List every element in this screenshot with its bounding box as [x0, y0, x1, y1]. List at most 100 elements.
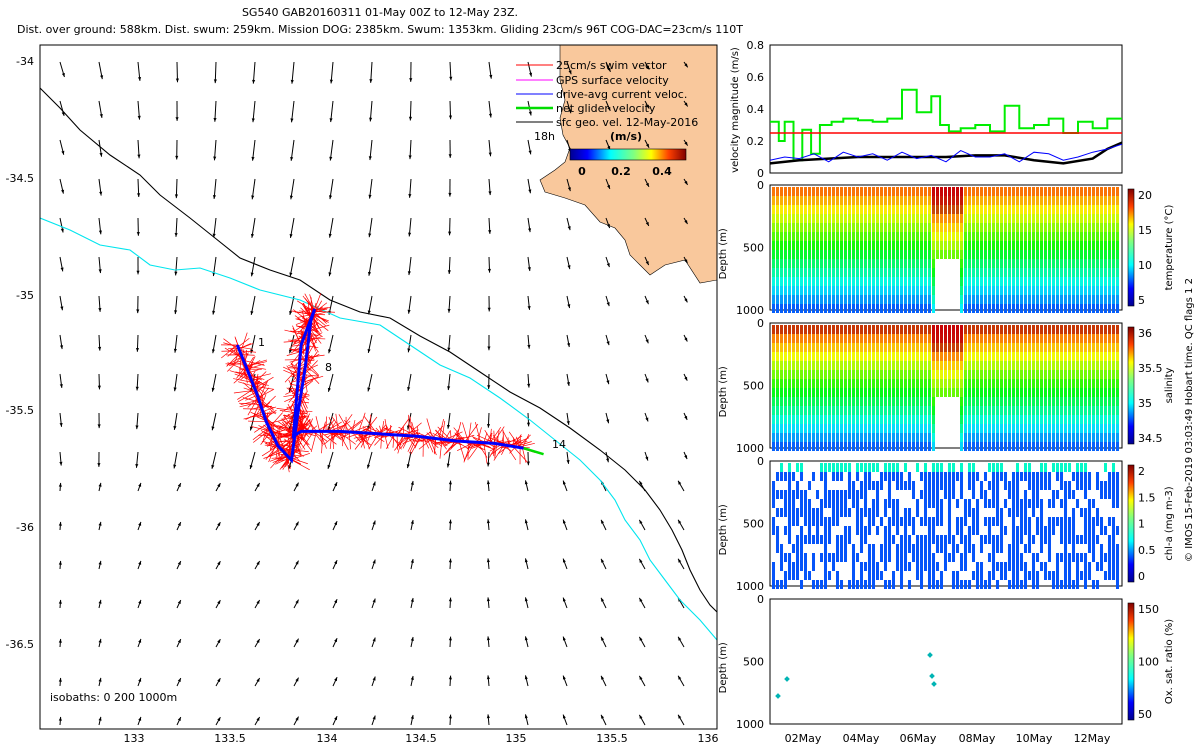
profile-sample [1108, 544, 1111, 553]
profile-sample [892, 517, 895, 526]
profile-sample [792, 277, 795, 286]
profile-sample [952, 481, 955, 490]
profile-sample [992, 286, 995, 295]
profile-sample [952, 535, 955, 544]
profile-sample [816, 397, 819, 406]
profile-sample [884, 214, 887, 223]
profile-sample [896, 526, 899, 535]
profile-sample [824, 334, 827, 343]
profile-sample [792, 334, 795, 343]
profile-sample [1108, 397, 1111, 406]
profile-sample [832, 472, 835, 481]
profile-sample [828, 463, 831, 472]
profile-sample [784, 370, 787, 379]
profile-sample [856, 259, 859, 268]
profile-sample [1104, 268, 1107, 277]
profile-sample [824, 295, 827, 304]
profile-sample [820, 535, 823, 544]
profile-sample [1088, 424, 1091, 433]
profile-sample [1064, 388, 1067, 397]
profile-sample [920, 205, 923, 214]
profile-sample [1108, 415, 1111, 424]
profile-sample [884, 472, 887, 481]
profile-sample [796, 352, 799, 361]
profile-sample [1116, 295, 1119, 304]
profile-sample [1076, 295, 1079, 304]
profile-sample [832, 277, 835, 286]
profile-sample [1044, 415, 1047, 424]
profile-sample [784, 397, 787, 406]
profile-sample [1012, 433, 1015, 442]
profile-sample [892, 352, 895, 361]
profile-sample [808, 361, 811, 370]
profile-sample [888, 205, 891, 214]
profile-sample [984, 406, 987, 415]
profile-sample [1020, 250, 1023, 259]
profile-sample [916, 286, 919, 295]
profile-sample [804, 214, 807, 223]
profile-sample [956, 250, 959, 259]
profile-sample [776, 304, 779, 313]
profile-sample [964, 277, 967, 286]
profile-sample [1088, 388, 1091, 397]
profile-sample [1088, 268, 1091, 277]
profile-sample [1116, 553, 1119, 562]
profile-sample [1112, 295, 1115, 304]
profile-sample [904, 343, 907, 352]
profile-sample [1040, 352, 1043, 361]
profile-sample [812, 334, 815, 343]
profile-sample [1072, 379, 1075, 388]
profile-sample [1044, 259, 1047, 268]
profile-sample [1104, 232, 1107, 241]
profile-sample [924, 304, 927, 313]
profile-sample [772, 499, 775, 508]
profile-sample [944, 343, 947, 352]
profile-sample [1028, 196, 1031, 205]
profile-sample [824, 343, 827, 352]
profile-sample [976, 334, 979, 343]
profile-sample [784, 334, 787, 343]
profile-sample [1088, 571, 1091, 580]
profile-sample [1044, 241, 1047, 250]
profile-sample [1056, 343, 1059, 352]
profile-sample [832, 259, 835, 268]
profile-sample [984, 442, 987, 451]
profile-sample [848, 397, 851, 406]
profile-sample [1108, 571, 1111, 580]
profile-sample [960, 388, 963, 397]
profile-sample [788, 553, 791, 562]
profile-sample [848, 250, 851, 259]
profile-sample [1028, 571, 1031, 580]
depth-tick: 500 [743, 656, 764, 669]
profile-sample [1064, 205, 1067, 214]
profile-sample [868, 232, 871, 241]
profile-sample [772, 424, 775, 433]
profile-sample [1032, 286, 1035, 295]
profile-sample [1036, 223, 1039, 232]
profile-sample [972, 259, 975, 268]
profile-sample [976, 370, 979, 379]
profile-sample [804, 295, 807, 304]
profile-sample [976, 562, 979, 571]
chla-colorbar-label: chl-a (mg m-3) [1164, 486, 1175, 560]
profile-sample [1116, 250, 1119, 259]
profile-sample [776, 241, 779, 250]
profile-sample [980, 277, 983, 286]
profile-sample [980, 205, 983, 214]
profile-sample [912, 490, 915, 499]
profile-sample [1040, 241, 1043, 250]
profile-sample [1052, 361, 1055, 370]
profile-sample [828, 499, 831, 508]
profile-sample [924, 361, 927, 370]
profile-sample [940, 499, 943, 508]
profile-sample [984, 268, 987, 277]
profile-sample [840, 352, 843, 361]
profile-sample [972, 490, 975, 499]
profile-sample [796, 250, 799, 259]
profile-sample [1100, 481, 1103, 490]
profile-sample [1072, 205, 1075, 214]
profile-sample [780, 544, 783, 553]
profile-sample [936, 388, 939, 397]
profile-sample [936, 241, 939, 250]
profile-sample [1044, 205, 1047, 214]
